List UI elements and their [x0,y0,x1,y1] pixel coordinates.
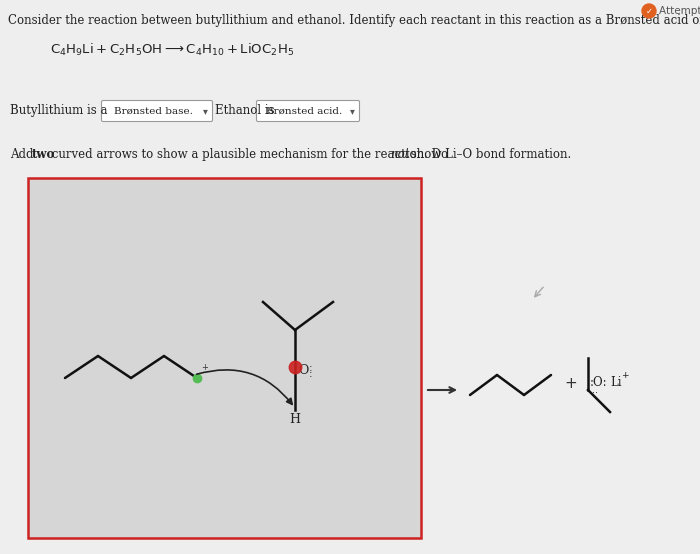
Text: curved arrows to show a plausible mechanism for the reaction. Do: curved arrows to show a plausible mechan… [48,148,452,161]
Text: +: + [564,377,577,392]
Text: Butyllithium is a: Butyllithium is a [10,104,108,117]
Text: Add: Add [10,148,37,161]
Text: Li: Li [610,376,622,388]
Text: ✓: ✓ [645,7,652,16]
FancyBboxPatch shape [102,100,213,121]
Text: Ethanol is: Ethanol is [215,104,274,117]
Text: Brønsted acid.: Brønsted acid. [266,106,342,115]
Text: :: : [309,369,313,379]
FancyBboxPatch shape [256,100,360,121]
Text: :O:: :O: [590,376,608,388]
Text: H: H [290,413,300,426]
Text: +: + [621,372,629,381]
Text: not: not [390,148,410,161]
Text: Attempt 1: Attempt 1 [659,6,700,16]
Text: ▾: ▾ [349,106,354,116]
Text: two: two [32,148,55,161]
Text: ▾: ▾ [202,106,207,116]
Text: $\mathrm{C_4H_9Li + C_2H_5OH \longrightarrow C_4H_{10} + LiOC_2H_5}$: $\mathrm{C_4H_9Li + C_2H_5OH \longrighta… [50,42,294,58]
Text: show Li–O bond formation.: show Li–O bond formation. [407,148,571,161]
Text: O: O [298,364,309,377]
Text: :: : [309,363,313,373]
FancyArrowPatch shape [197,370,292,404]
Text: +: + [201,363,208,372]
Text: ··: ·· [592,388,598,398]
Circle shape [642,4,656,18]
Text: Consider the reaction between butyllithium and ethanol. Identify each reactant i: Consider the reaction between butyllithi… [8,14,700,27]
FancyBboxPatch shape [28,178,421,538]
Text: Brønsted base.: Brønsted base. [113,106,192,115]
